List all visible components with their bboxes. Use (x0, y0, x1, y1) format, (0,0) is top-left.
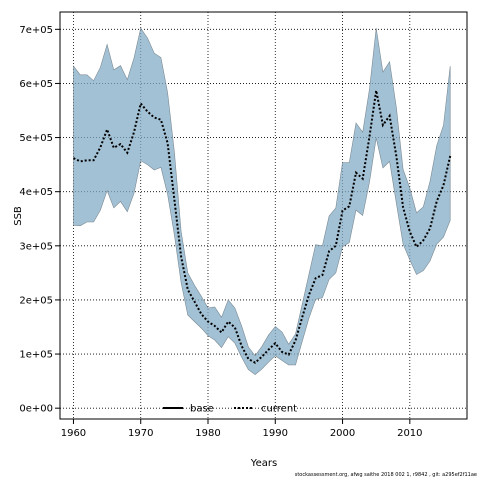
y-tick-label: 3e+05 (19, 241, 53, 252)
footer-note: stockassessment.org, afwg saithe 2018 00… (294, 472, 477, 478)
y-axis-label: SSB (13, 206, 24, 226)
x-tick-label: 1980 (195, 428, 220, 439)
y-tick-label: 2e+05 (19, 295, 53, 306)
plot-frame (59, 11, 468, 420)
x-axis-label: Years (250, 458, 277, 469)
axes: 1960 1970 1980 1990 2000 2010 0e+00 1e+05 2e+05 3… (19, 25, 422, 439)
y-tick-label: 5e+05 (19, 133, 53, 144)
y-tick-label: 0e+00 (19, 404, 53, 415)
x-tick-label: 2000 (330, 428, 355, 439)
legend-label-current: current (261, 404, 297, 415)
x-tick-label: 1970 (128, 428, 153, 439)
legend: base current (163, 404, 297, 415)
series-line-current (73, 90, 452, 364)
legend-label-base: base (190, 404, 214, 415)
x-tick-label: 1960 (61, 428, 86, 439)
x-tick-label: 2010 (397, 428, 422, 439)
y-tick-label: 6e+05 (19, 79, 53, 90)
series-line-layer (73, 90, 452, 364)
confidence-band-layer (73, 27, 451, 375)
x-tick-label: 1990 (263, 428, 288, 439)
y-tick-label: 4e+05 (19, 187, 53, 198)
y-tick-label: 1e+05 (19, 350, 53, 361)
confidence-band (73, 27, 451, 375)
y-tick-label: 7e+05 (19, 25, 53, 36)
